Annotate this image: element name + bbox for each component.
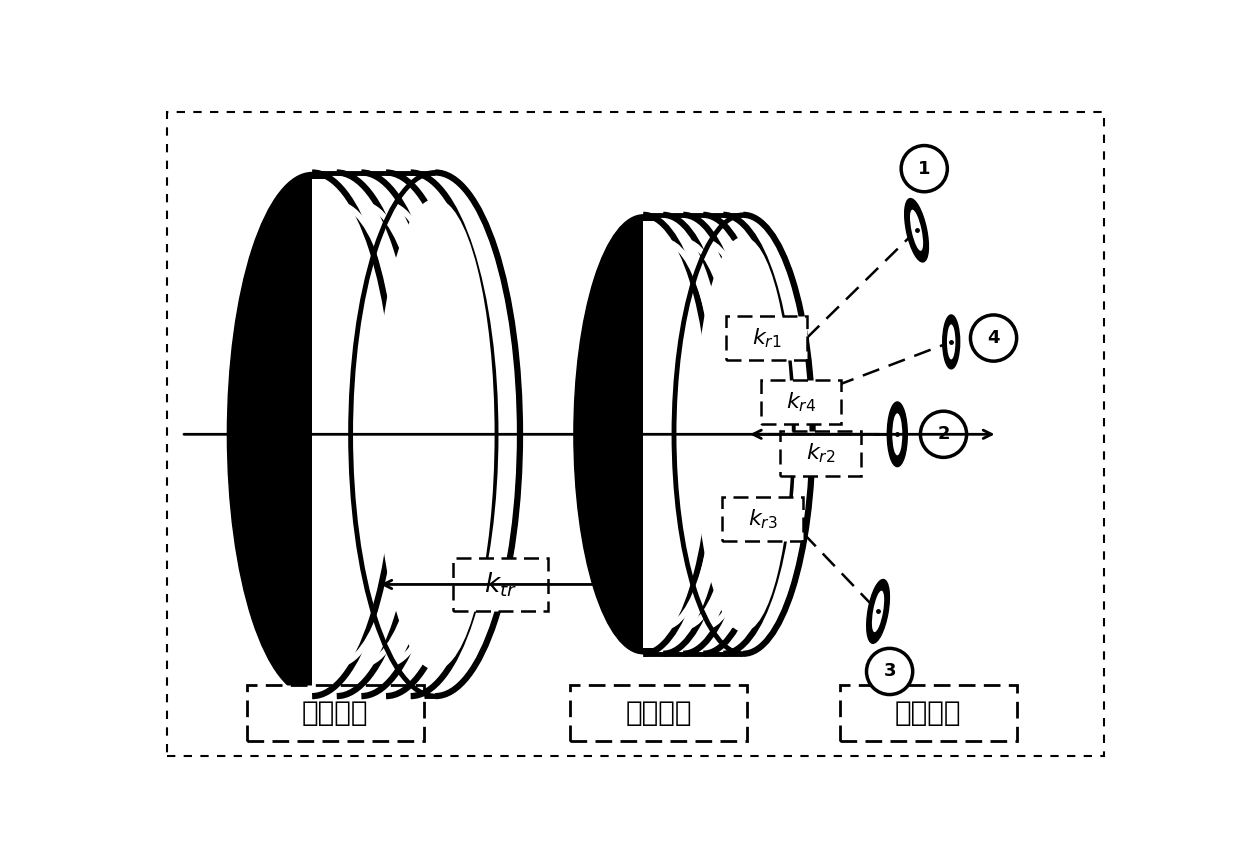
Ellipse shape — [872, 591, 884, 632]
Ellipse shape — [942, 315, 960, 369]
Ellipse shape — [574, 215, 713, 654]
Circle shape — [920, 411, 967, 458]
Ellipse shape — [947, 324, 956, 359]
Text: $k_{r1}$: $k_{r1}$ — [751, 326, 781, 350]
Text: $k_{r2}$: $k_{r2}$ — [806, 442, 835, 465]
FancyBboxPatch shape — [839, 685, 1017, 740]
Text: $k_{r3}$: $k_{r3}$ — [748, 507, 777, 531]
Text: 4: 4 — [987, 329, 999, 347]
Ellipse shape — [376, 199, 495, 670]
Text: 负载线圈: 负载线圈 — [895, 699, 961, 727]
Circle shape — [901, 145, 947, 192]
FancyBboxPatch shape — [760, 379, 842, 424]
Ellipse shape — [905, 199, 929, 262]
Circle shape — [971, 315, 1017, 361]
Ellipse shape — [227, 173, 397, 696]
Text: 中继线圈: 中继线圈 — [625, 699, 692, 727]
FancyBboxPatch shape — [570, 685, 748, 740]
Text: 发射线圈: 发射线圈 — [303, 699, 368, 727]
Polygon shape — [644, 221, 810, 648]
Ellipse shape — [888, 402, 908, 467]
FancyBboxPatch shape — [453, 557, 548, 611]
Polygon shape — [312, 179, 516, 690]
FancyBboxPatch shape — [780, 431, 861, 476]
Text: 3: 3 — [883, 662, 895, 680]
Circle shape — [867, 648, 913, 695]
Ellipse shape — [694, 237, 792, 632]
Text: 1: 1 — [918, 160, 930, 178]
Text: $k_{r4}$: $k_{r4}$ — [786, 390, 816, 414]
FancyBboxPatch shape — [722, 497, 804, 541]
Text: 2: 2 — [937, 426, 950, 443]
Ellipse shape — [867, 580, 889, 643]
Ellipse shape — [910, 210, 923, 251]
Text: $k_{tr}$: $k_{tr}$ — [484, 570, 517, 599]
Ellipse shape — [893, 414, 903, 455]
FancyBboxPatch shape — [247, 685, 424, 740]
FancyBboxPatch shape — [725, 316, 807, 360]
